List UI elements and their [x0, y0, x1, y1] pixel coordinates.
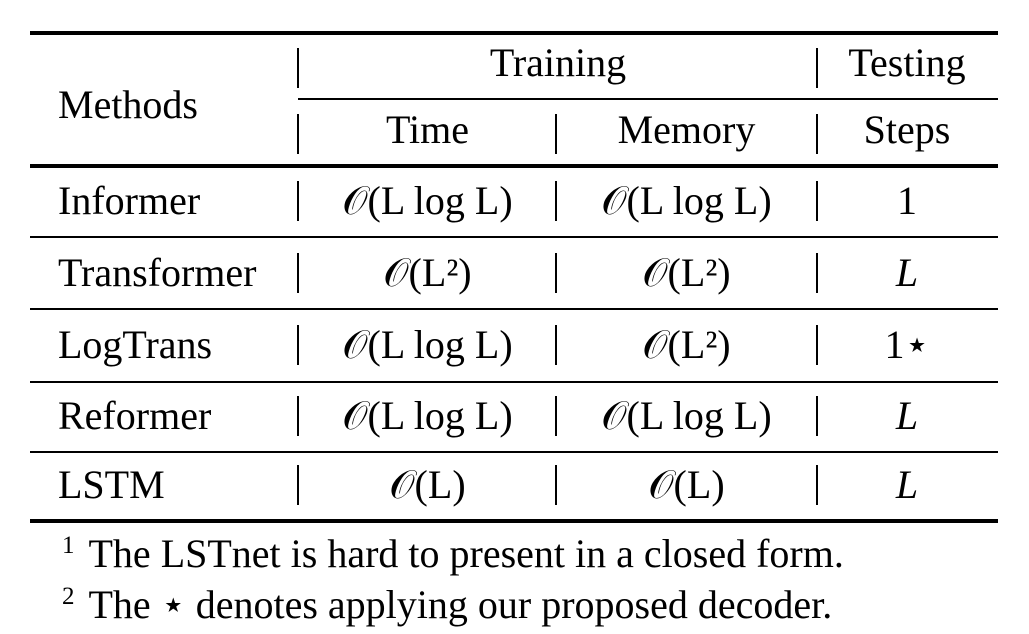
time-cell: 𝒪(L): [389, 462, 466, 507]
row-separator: [555, 181, 557, 221]
header-bottom-rule: [30, 164, 998, 168]
footnote-mark: 2: [62, 583, 75, 610]
row-rule-2: [30, 308, 998, 310]
footnote-text: The ⋆ denotes applying our proposed deco…: [88, 582, 833, 627]
header-separator: [297, 114, 299, 154]
method-cell: Reformer: [58, 393, 212, 438]
time-header: Time: [385, 107, 469, 152]
steps-cell: L: [895, 393, 919, 438]
steps-cell: 1: [897, 178, 917, 223]
training-header-rule: [298, 98, 998, 100]
method-cell: LogTrans: [58, 322, 213, 367]
row-rule-1: [30, 236, 998, 238]
steps-cell: 1⋆: [884, 322, 930, 367]
memory-cell: 𝒪(L log L): [601, 393, 772, 438]
footnote-text: The LSTnet is hard to present in a close…: [88, 531, 844, 576]
top-rule: [30, 31, 998, 35]
row-separator: [816, 465, 818, 505]
row-separator: [297, 396, 299, 436]
steps-header: Steps: [863, 107, 951, 152]
row-rule-3: [30, 381, 998, 383]
memory-cell: 𝒪(L²): [642, 250, 731, 295]
methods-header: Methods: [58, 82, 198, 127]
steps-cell: L: [895, 250, 919, 295]
row-separator: [297, 325, 299, 365]
row-separator: [297, 253, 299, 293]
time-cell: 𝒪(L log L): [342, 322, 513, 367]
row-separator: [555, 325, 557, 365]
row-separator: [816, 253, 818, 293]
footnote-mark: 1: [62, 532, 75, 559]
time-cell: 𝒪(L log L): [342, 178, 513, 223]
header-separator: [297, 48, 299, 88]
training-header: Training: [489, 40, 627, 85]
row-separator: [555, 253, 557, 293]
header-separator: [816, 48, 818, 88]
memory-cell: 𝒪(L): [648, 462, 725, 507]
header-separator: [555, 114, 557, 154]
row-separator: [297, 465, 299, 505]
row-separator: [816, 396, 818, 436]
method-cell: Informer: [58, 178, 201, 223]
row-separator: [816, 325, 818, 365]
footnote: 2 The ⋆ denotes applying our proposed dec…: [62, 584, 832, 625]
row-separator: [297, 181, 299, 221]
footnote: 1 The LSTnet is hard to present in a clos…: [62, 533, 844, 574]
header-separator: [816, 114, 818, 154]
row-rule-4: [30, 451, 998, 453]
time-cell: 𝒪(L log L): [342, 393, 513, 438]
testing-header: Testing: [848, 40, 966, 85]
steps-cell: L: [895, 462, 919, 507]
row-separator: [816, 181, 818, 221]
row-separator: [555, 465, 557, 505]
method-cell: Transformer: [58, 250, 257, 295]
bottom-rule: [30, 519, 998, 523]
memory-cell: 𝒪(L²): [642, 322, 731, 367]
time-cell: 𝒪(L²): [383, 250, 472, 295]
method-cell: LSTM: [58, 462, 165, 507]
memory-header: Memory: [617, 107, 756, 152]
memory-cell: 𝒪(L log L): [601, 178, 772, 223]
row-separator: [555, 396, 557, 436]
